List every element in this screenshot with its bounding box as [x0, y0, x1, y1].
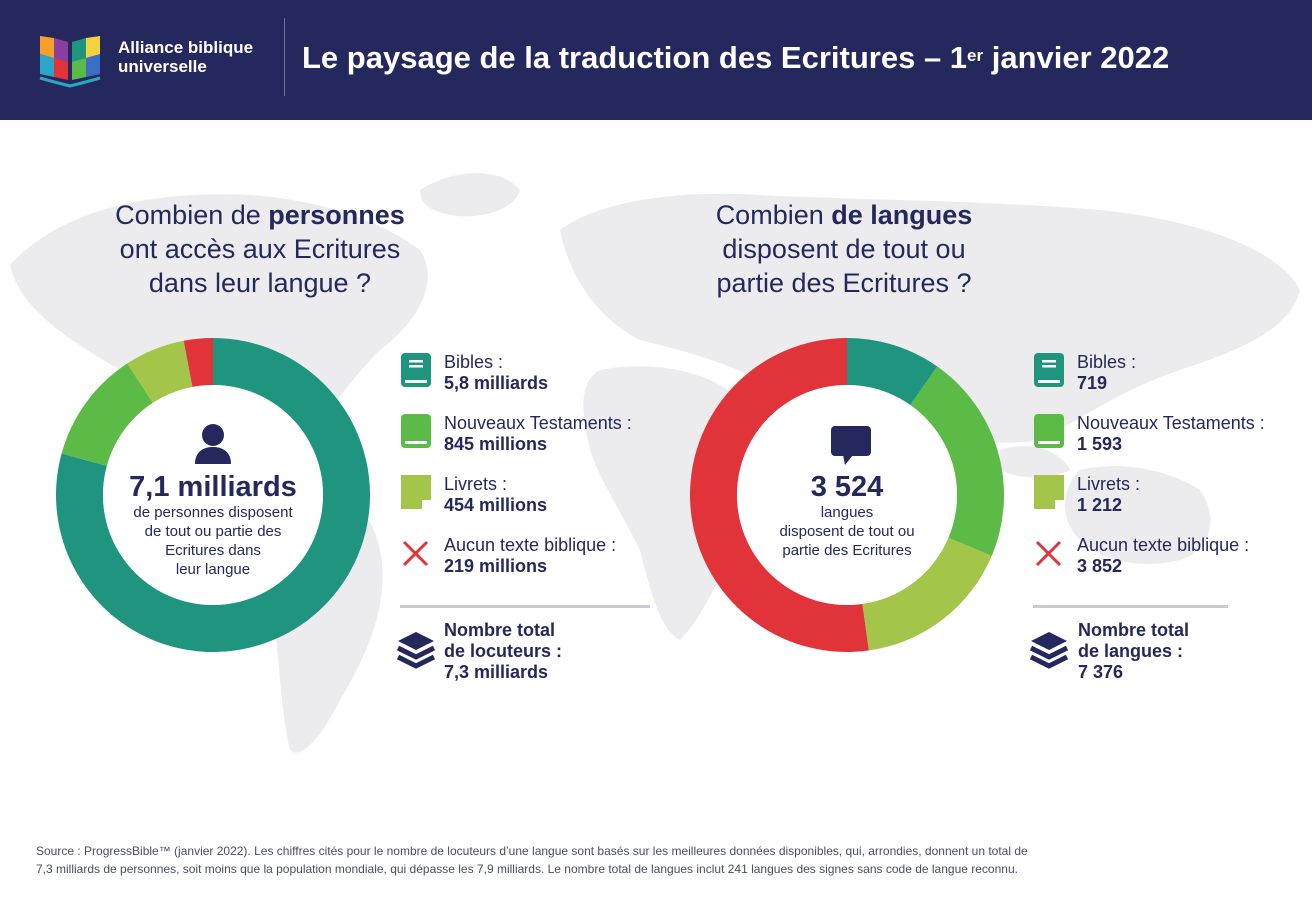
cross-icon: [402, 540, 429, 567]
legend-label: Nouveaux Testaments :: [1077, 413, 1265, 433]
slice-aucun-texte: [690, 338, 869, 652]
languages-donut-center: 3 524 langues disposent de tout ou parti…: [742, 471, 952, 560]
booklet-icon: [1034, 475, 1064, 509]
legend-value: 1 212: [1077, 495, 1123, 515]
new-testament-book-icon: [1034, 414, 1064, 448]
slice-livrets: [862, 537, 992, 651]
stack-layers-icon: [396, 632, 436, 669]
cross-icon: [1035, 540, 1062, 567]
legend-value: 219 millions: [444, 556, 548, 576]
right-question: Combien de langues disposent de tout ou …: [715, 200, 973, 298]
legend-label: Bibles :: [1077, 352, 1137, 372]
header-banner: Alliance biblique universelle Le paysage…: [0, 0, 1312, 120]
people-center-text-4: leur langue: [175, 561, 251, 578]
stack-layers-icon: [1029, 632, 1069, 669]
people-total-label: Nombre total de locuteurs : 7,3 milliard…: [444, 620, 563, 682]
legend-label: Nouveaux Testaments :: [444, 413, 632, 433]
legend-label: Aucun texte biblique :: [1077, 535, 1250, 555]
person-icon: [195, 424, 231, 464]
languages-center-text-2: disposent de tout ou: [779, 523, 915, 540]
booklet-icon: [401, 475, 431, 509]
people-donut-center: 7,1 milliards de personnes disposent de …: [108, 471, 318, 579]
page-title: Le paysage de la traduction des Ecriture…: [302, 40, 1170, 75]
languages-center-text-1: langues: [820, 504, 874, 521]
organization-name: Alliance biblique universelle: [118, 38, 253, 76]
legend-value: 719: [1077, 373, 1108, 393]
slice-bibles: [56, 338, 370, 652]
slice-aucun-texte: [183, 338, 213, 387]
people-center-text-3: Ecritures dans: [165, 542, 261, 559]
speech-bubble-icon: [831, 426, 871, 465]
languages-center-text-3: partie des Ecritures: [782, 542, 912, 559]
legend-label: Bibles :: [444, 352, 504, 372]
people-center-text-2: de tout ou partie des: [144, 523, 282, 540]
legend-label: Livrets :: [444, 474, 508, 494]
legend-value: 454 millions: [444, 495, 548, 515]
people-donut-chart: [56, 338, 370, 652]
bible-book-icon: [401, 353, 431, 387]
slice-livrets: [127, 340, 193, 403]
donut-hole: [103, 385, 323, 605]
people-total-value: 7,1 milliards: [129, 471, 297, 503]
slice-nouveaux-testaments: [61, 363, 153, 466]
donut-hole: [737, 385, 957, 605]
bible-book-icon: [1034, 353, 1064, 387]
left-question: Combien de personnes ont accès aux Ecrit…: [115, 200, 405, 298]
header-divider: [284, 18, 285, 96]
people-center-text-1: de personnes disposent: [133, 504, 293, 521]
slice-bibles: [847, 338, 938, 405]
slice-nouveaux-testaments: [910, 366, 1004, 556]
org-name-line1: Alliance biblique: [118, 38, 254, 57]
legend-label: Livrets :: [1077, 474, 1141, 494]
source-footnote: Source : ProgressBible™ (janvier 2022). …: [36, 844, 1028, 876]
languages-donut-chart: [690, 338, 1004, 652]
legend-value: 845 millions: [444, 434, 548, 454]
legend-label: Aucun texte biblique :: [444, 535, 617, 555]
new-testament-book-icon: [401, 414, 431, 448]
languages-total-label: Nombre total de langues : 7 376: [1078, 620, 1190, 682]
languages-total-value: 3 524: [810, 471, 884, 503]
legend-value: 5,8 milliards: [444, 373, 549, 393]
bible-logo-icon: [39, 36, 101, 88]
org-name-line2: universelle: [118, 57, 207, 76]
legend-value: 1 593: [1077, 434, 1123, 454]
legend-divider: [400, 605, 650, 608]
legend-value: 3 852: [1077, 556, 1123, 576]
legend-divider: [1033, 605, 1228, 608]
